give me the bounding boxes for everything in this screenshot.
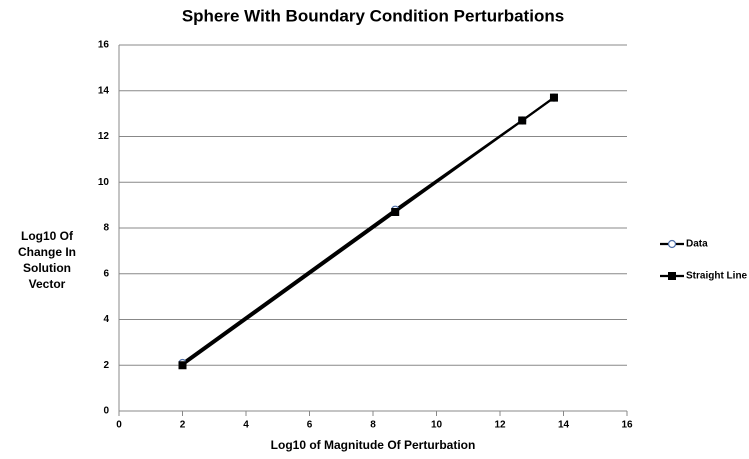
chart-title: Sphere With Boundary Condition Perturbat… (182, 6, 564, 25)
x-tick-label: 12 (494, 420, 506, 431)
x-tick-label: 2 (180, 420, 186, 431)
x-axis-label: Log10 of Magnitude Of Perturbation (271, 438, 476, 452)
marker (549, 93, 558, 102)
series-line (181, 96, 555, 367)
x-tick-label: 4 (243, 420, 249, 431)
y-tick-label: 8 (103, 223, 109, 234)
x-tick-label: 8 (370, 420, 376, 431)
y-tick-label: 16 (98, 40, 110, 51)
y-tick-label: 10 (98, 177, 110, 188)
y-tick-label: 2 (103, 360, 109, 371)
x-tick-label: 6 (307, 420, 313, 431)
x-tick-label: 0 (116, 420, 122, 431)
marker (667, 239, 677, 249)
y-tick-label: 0 (103, 406, 109, 417)
legend-label: Data (686, 239, 708, 250)
y-axis-label: Vector (29, 277, 66, 291)
marker (391, 207, 400, 216)
y-axis-label: Solution (23, 261, 71, 275)
x-tick-label: 16 (621, 420, 633, 431)
y-axis-label: Change In (18, 245, 76, 259)
y-tick-label: 4 (103, 314, 109, 325)
legend-label: Straight Line (686, 271, 748, 282)
x-tick-label: 10 (431, 420, 443, 431)
y-tick-label: 6 (103, 268, 109, 279)
y-tick-label: 12 (98, 131, 110, 142)
marker (518, 116, 527, 125)
marker (178, 361, 187, 370)
marker (668, 272, 676, 280)
y-axis-label: Log10 Of (21, 229, 74, 243)
x-tick-label: 14 (558, 420, 570, 431)
y-tick-label: 14 (98, 85, 110, 96)
